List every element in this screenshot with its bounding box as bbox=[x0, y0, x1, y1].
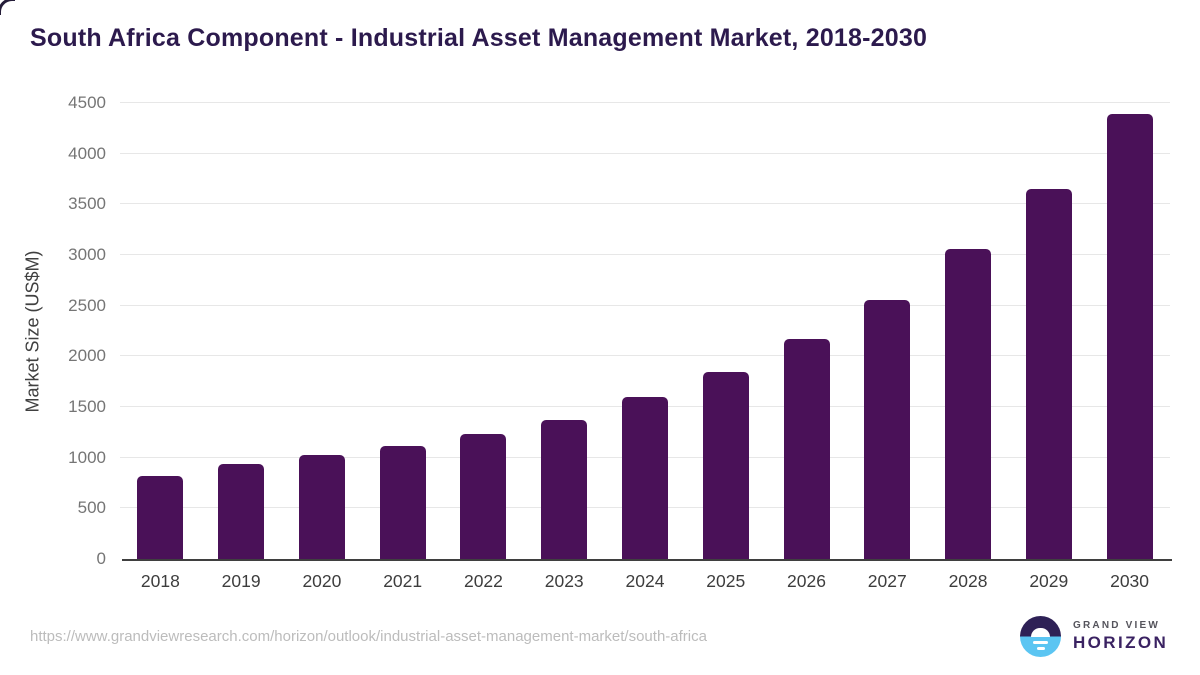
bar-2026 bbox=[783, 339, 830, 559]
logo-line1: GRAND VIEW bbox=[1073, 620, 1160, 631]
bar-2024 bbox=[621, 396, 668, 559]
x-tick-2027: 2027 bbox=[867, 571, 907, 591]
bar-2020 bbox=[298, 455, 345, 559]
y-tick-3500: 3500 bbox=[68, 194, 106, 214]
x-tick-2024: 2024 bbox=[625, 571, 665, 591]
y-axis-tick-labels: 0 500 1000 1500 2000 2500 3000 3500 4000 4500 bbox=[0, 94, 106, 567]
x-tick-2019: 2019 bbox=[221, 571, 261, 591]
horizon-sun-circle-icon bbox=[1020, 616, 1061, 657]
chart-title: South Africa Component - Industrial Asse… bbox=[30, 24, 928, 52]
bar-2029 bbox=[1025, 189, 1072, 559]
bar-2028 bbox=[945, 249, 992, 559]
y-tick-2500: 2500 bbox=[68, 295, 106, 315]
bar-2027 bbox=[864, 299, 911, 559]
y-tick-2000: 2000 bbox=[68, 346, 106, 366]
bar-2022 bbox=[460, 434, 507, 559]
gridline-2500 bbox=[120, 304, 1170, 306]
y-tick-500: 500 bbox=[77, 498, 106, 518]
bar-2021 bbox=[379, 446, 426, 559]
grand-view-horizon-logo: GRAND VIEW HORIZON bbox=[1020, 616, 1168, 657]
y-tick-1000: 1000 bbox=[68, 447, 106, 467]
gridline-3500 bbox=[120, 203, 1170, 205]
x-tick-2025: 2025 bbox=[706, 571, 746, 591]
x-axis-line bbox=[122, 559, 1172, 561]
source-url: https://www.grandviewresearch.com/horizo… bbox=[30, 628, 707, 645]
rounded-corner-artifact bbox=[0, 0, 15, 15]
y-tick-1500: 1500 bbox=[68, 397, 106, 416]
x-tick-2026: 2026 bbox=[787, 571, 826, 591]
bar-2023 bbox=[541, 419, 588, 559]
y-tick-0: 0 bbox=[96, 549, 106, 568]
x-tick-2030: 2030 bbox=[1110, 571, 1150, 591]
logo-text: GRAND VIEW HORIZON bbox=[1073, 620, 1168, 653]
gridline-2000 bbox=[120, 355, 1170, 357]
gridline-4500 bbox=[120, 102, 1170, 103]
bar-2030 bbox=[1106, 114, 1153, 559]
x-tick-2028: 2028 bbox=[948, 571, 988, 591]
bar-chart: Market Size (US$M) 0 500 1000 1500 2000 2500 3… bbox=[0, 94, 1172, 592]
bar-2019 bbox=[218, 463, 265, 559]
logo-line2: HORIZON bbox=[1073, 633, 1169, 652]
x-tick-2021: 2021 bbox=[383, 571, 423, 591]
gridline-4000 bbox=[120, 152, 1170, 154]
y-tick-3000: 3000 bbox=[68, 245, 106, 264]
plot-area bbox=[120, 102, 1172, 561]
y-tick-4000: 4000 bbox=[68, 143, 106, 163]
gridline-3000 bbox=[120, 254, 1170, 255]
bar-2025 bbox=[702, 371, 749, 559]
x-axis-tick-labels: 2018 2019 2020 2021 2022 2023 2024 2025 2026 2027… bbox=[120, 571, 1170, 592]
x-tick-2018: 2018 bbox=[140, 571, 180, 591]
bar-2018 bbox=[137, 475, 184, 559]
bar-series bbox=[120, 103, 1170, 559]
y-tick-4500: 4500 bbox=[68, 93, 106, 112]
x-tick-2020: 2020 bbox=[302, 571, 342, 591]
x-tick-2023: 2023 bbox=[544, 571, 584, 591]
x-tick-2022: 2022 bbox=[463, 571, 503, 591]
x-tick-2029: 2029 bbox=[1029, 571, 1069, 591]
